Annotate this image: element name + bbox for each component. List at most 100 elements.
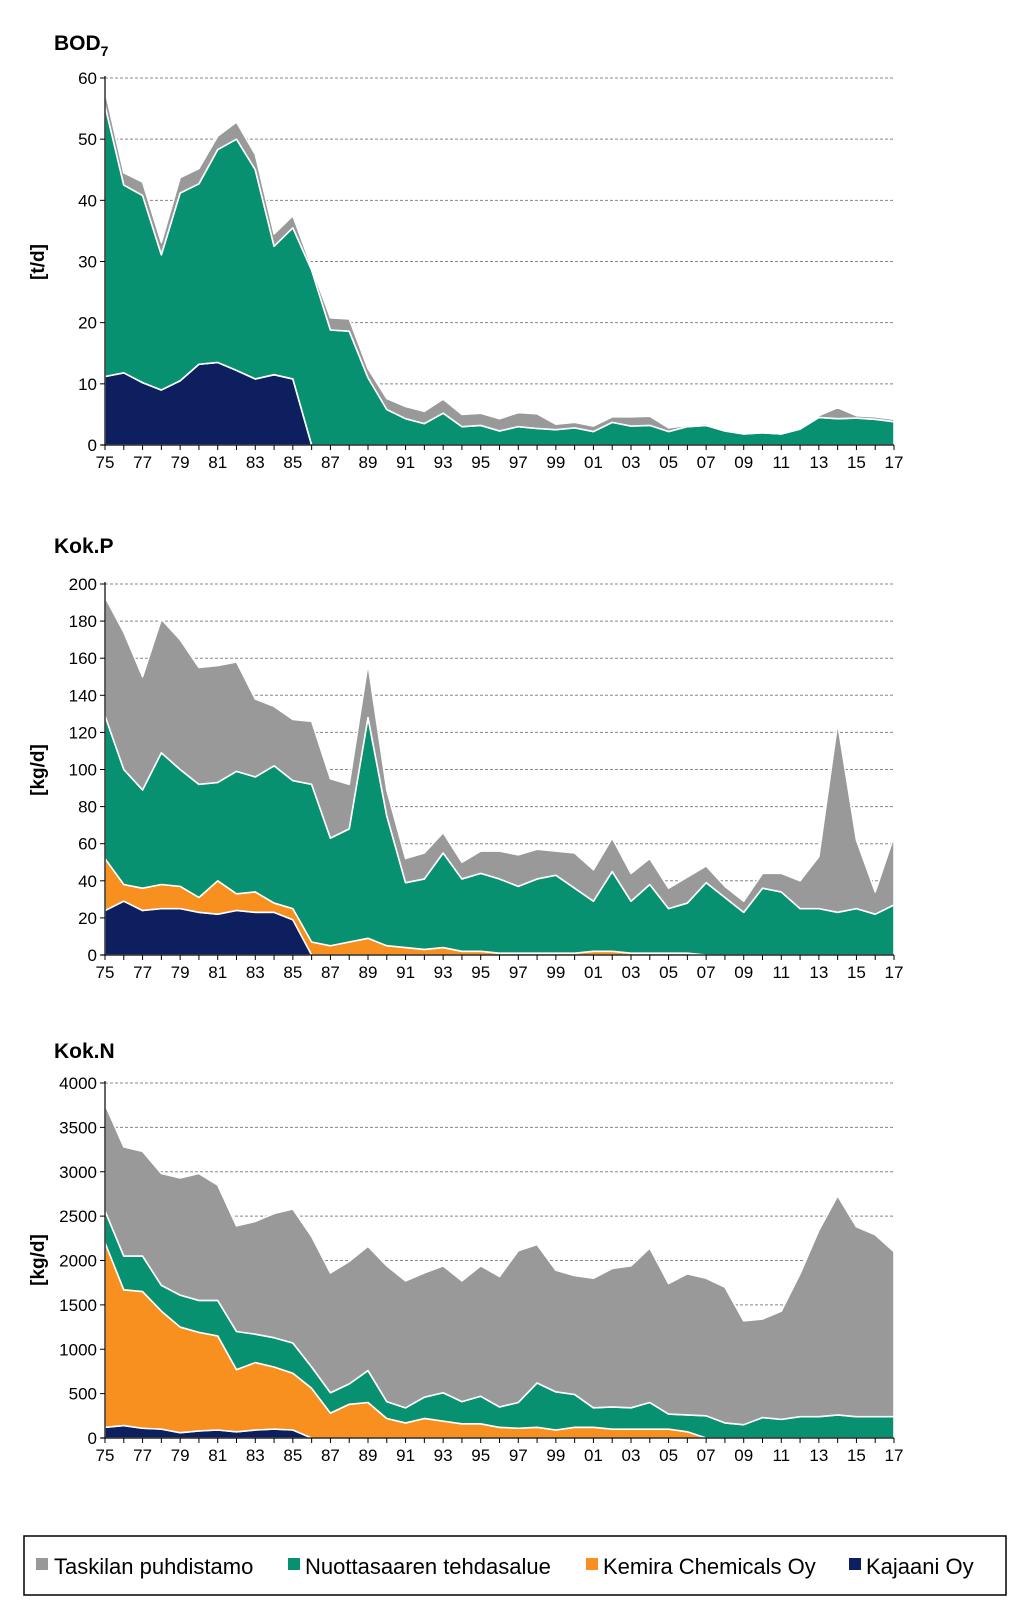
x-tick-label: 93 — [434, 453, 453, 472]
x-tick-label: 83 — [246, 453, 265, 472]
x-tick-label: 77 — [133, 1446, 152, 1465]
x-tick-label: 07 — [697, 963, 716, 982]
x-tick-label: 07 — [697, 1446, 716, 1465]
y-tick-label: 20 — [78, 314, 97, 333]
x-tick-label: 13 — [809, 963, 828, 982]
y-tick-label: 180 — [69, 612, 97, 631]
y-tick-label: 140 — [69, 686, 97, 705]
bod7-chart-title: BOD7 — [54, 32, 109, 59]
x-tick-label: 81 — [208, 1446, 227, 1465]
x-tick-label: 03 — [622, 1446, 641, 1465]
legend-label-kemira: Kemira Chemicals Oy — [603, 1554, 816, 1579]
y-tick-label: 160 — [69, 649, 97, 668]
x-tick-label: 75 — [96, 963, 115, 982]
legend-swatch-taskila — [36, 1558, 48, 1570]
x-tick-label: 77 — [133, 963, 152, 982]
x-tick-label: 91 — [396, 453, 415, 472]
x-tick-label: 01 — [584, 453, 603, 472]
x-tick-label: 01 — [584, 963, 603, 982]
y-tick-label: 3500 — [59, 1118, 97, 1137]
x-tick-label: 95 — [471, 1446, 490, 1465]
x-tick-label: 13 — [809, 453, 828, 472]
x-tick-label: 09 — [734, 453, 753, 472]
y-tick-label: 1000 — [59, 1340, 97, 1359]
legend: Taskilan puhdistamo Nuottasaaren tehdasa… — [23, 1535, 1007, 1596]
x-tick-label: 05 — [659, 1446, 678, 1465]
y-tick-label: 2000 — [59, 1252, 97, 1271]
x-tick-label: 99 — [546, 963, 565, 982]
y-tick-label: 500 — [69, 1385, 97, 1404]
x-tick-label: 93 — [434, 1446, 453, 1465]
y-tick-label: 120 — [69, 723, 97, 742]
legend-swatch-kajaani — [849, 1558, 861, 1570]
x-tick-label: 89 — [359, 453, 378, 472]
x-tick-label: 95 — [471, 963, 490, 982]
x-tick-label: 17 — [885, 453, 904, 472]
y-tick-label: 2500 — [59, 1207, 97, 1226]
x-tick-label: 97 — [509, 1446, 528, 1465]
x-tick-label: 77 — [133, 453, 152, 472]
series-layer — [104, 89, 895, 446]
x-tick-label: 97 — [509, 453, 528, 472]
x-tick-label: 11 — [772, 963, 790, 982]
y-tick-label: 200 — [69, 575, 97, 594]
x-tick-label: 03 — [622, 963, 641, 982]
y-tick-label: 0 — [88, 946, 97, 965]
x-tick-label: 07 — [697, 453, 716, 472]
y-tick-label: 80 — [78, 798, 97, 817]
x-tick-label: 75 — [96, 1446, 115, 1465]
y-tick-label: 0 — [88, 436, 97, 455]
y-tick-label: 10 — [78, 375, 97, 394]
legend-box — [23, 1535, 1007, 1596]
y-tick-label: 4000 — [59, 1074, 97, 1093]
x-tick-label: 09 — [734, 963, 753, 982]
y-tick-label: 50 — [78, 130, 97, 149]
kokp-chart-title: Kok.P — [54, 535, 114, 558]
y-tick-label: 40 — [78, 191, 97, 210]
x-tick-label: 95 — [471, 453, 490, 472]
legend-label-kajaani: Kajaani Oy — [866, 1554, 974, 1579]
x-tick-label: 87 — [321, 1446, 340, 1465]
x-tick-label: 13 — [809, 1446, 828, 1465]
y-tick-label: 100 — [69, 761, 97, 780]
x-tick-label: 03 — [622, 453, 641, 472]
x-tick-label: 05 — [659, 963, 678, 982]
y-axis-label: [kg/d] — [28, 1234, 49, 1286]
y-tick-label: 60 — [78, 69, 97, 88]
x-tick-label: 83 — [246, 963, 265, 982]
legend-swatch-kemira — [586, 1558, 598, 1570]
x-tick-label: 99 — [546, 453, 565, 472]
x-tick-label: 15 — [847, 963, 866, 982]
x-tick-label: 79 — [171, 963, 190, 982]
x-tick-label: 85 — [283, 963, 302, 982]
kokn-chart-title: Kok.N — [54, 1040, 115, 1063]
series-layer — [104, 1103, 895, 1439]
x-tick-label: 83 — [246, 1446, 265, 1465]
x-tick-label: 89 — [359, 1446, 378, 1465]
x-tick-label: 79 — [171, 1446, 190, 1465]
x-tick-label: 91 — [396, 963, 415, 982]
y-tick-label: 1500 — [59, 1296, 97, 1315]
x-tick-label: 75 — [96, 453, 115, 472]
y-axis-label: [t/d] — [28, 244, 49, 280]
x-tick-label: 15 — [847, 1446, 866, 1465]
series-layer — [104, 596, 895, 956]
x-tick-label: 93 — [434, 963, 453, 982]
x-tick-label: 11 — [772, 453, 790, 472]
x-tick-label: 15 — [847, 453, 866, 472]
kokp-chart: Kok.P 0 20 40 60 80 100 120 140 160 180 200 75 77 79 8… — [28, 535, 903, 982]
x-tick-label: 85 — [283, 453, 302, 472]
x-tick-label: 97 — [509, 963, 528, 982]
x-tick-label: 79 — [171, 453, 190, 472]
legend-swatch-nuottasaari — [288, 1558, 300, 1570]
y-tick-label: 20 — [78, 909, 97, 928]
y-tick-label: 3000 — [59, 1163, 97, 1182]
y-tick-label: 60 — [78, 835, 97, 854]
x-tick-label: 09 — [734, 1446, 753, 1465]
x-tick-label: 91 — [396, 1446, 415, 1465]
x-tick-label: 85 — [283, 1446, 302, 1465]
x-tick-label: 05 — [659, 453, 678, 472]
x-tick-label: 87 — [321, 963, 340, 982]
